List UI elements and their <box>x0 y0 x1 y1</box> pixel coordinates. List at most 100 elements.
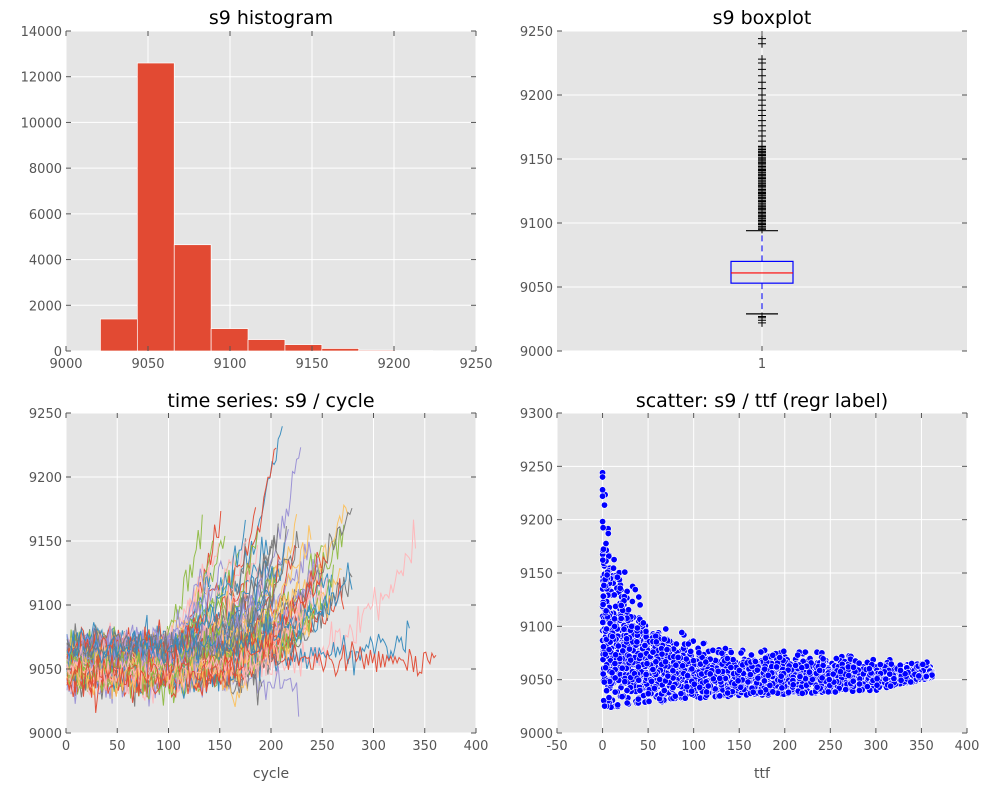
scatter-point <box>611 674 619 682</box>
scatter-point <box>623 699 631 707</box>
scatter-point <box>687 647 695 655</box>
scatter-point <box>599 486 607 494</box>
scatter-point <box>643 660 651 668</box>
scatter-point <box>641 641 649 649</box>
timeseries-axes: 9000 9050 9100 9150 9200 9250 0 50 100 150 200 250 3… <box>29 407 489 754</box>
scatter-point <box>887 682 895 690</box>
scatter-point <box>652 658 660 666</box>
scatter-point <box>703 688 711 696</box>
scatter-point <box>761 665 769 673</box>
scatter-point <box>610 556 618 564</box>
boxplot-flier <box>758 142 766 151</box>
histogram-ytick-label: 6000 <box>29 208 62 223</box>
histogram-title: s9 histogram <box>209 7 333 29</box>
scatter-xlabel: ttf <box>754 766 771 782</box>
scatter-point <box>683 683 691 691</box>
scatter-point <box>664 672 672 680</box>
scatter-point <box>636 601 644 609</box>
scatter-point <box>603 687 611 695</box>
timeseries-title: time series: s9 / cycle <box>167 390 374 412</box>
scatter-xtick-label: 300 <box>863 739 888 754</box>
scatter-point <box>636 686 644 694</box>
histogram-xtick-label: 9000 <box>49 357 82 372</box>
scatter-point <box>778 684 786 692</box>
scatter-point <box>612 602 620 610</box>
scatter-point <box>890 675 898 683</box>
scatter-point <box>621 678 629 686</box>
scatter-point <box>721 644 729 652</box>
boxplot-title: s9 boxplot <box>713 7 812 29</box>
scatter-point <box>819 655 827 663</box>
histogram-ytick-label: 10000 <box>21 116 62 131</box>
scatter-point <box>798 664 806 672</box>
histogram-panel: 0 2000 4000 6000 8000 10000 12000 14000 9000 9050… <box>21 7 493 372</box>
histogram-bar <box>136 62 175 352</box>
scatter-point <box>623 635 631 643</box>
scatter-point <box>610 615 618 623</box>
scatter-point <box>635 676 643 684</box>
scatter-axes: 9000 9050 9100 9150 9200 9250 9300 -50 0 50 100 150… <box>520 407 980 754</box>
scatter-point <box>716 674 724 682</box>
scatter-point <box>777 672 785 680</box>
timeseries-xtick-label: 350 <box>412 739 437 754</box>
scatter-point <box>737 683 745 691</box>
histogram-plot-area <box>66 31 476 351</box>
scatter-points <box>599 469 936 711</box>
scatter-point <box>751 657 759 665</box>
scatter-point <box>754 674 762 682</box>
boxplot-box <box>730 260 794 284</box>
scatter-point <box>696 683 704 691</box>
scatter-point <box>792 661 800 669</box>
scatter-point <box>873 681 881 689</box>
boxplot-ytick-label: 9150 <box>520 153 553 168</box>
scatter-point <box>824 688 832 696</box>
histogram-bar <box>173 244 212 352</box>
scatter-point <box>650 684 658 692</box>
scatter-point <box>907 678 915 686</box>
timeseries-xtick-label: 200 <box>259 739 284 754</box>
boxplot-ytick-label: 9000 <box>520 345 553 360</box>
scatter-point <box>842 685 850 693</box>
scatter-point <box>813 683 821 691</box>
histogram-ytick-label: 2000 <box>29 299 62 314</box>
scatter-point <box>671 692 679 700</box>
scatter-xtick-label: 250 <box>818 739 843 754</box>
histogram-bar <box>321 348 360 352</box>
timeseries-lines <box>66 426 437 717</box>
timeseries-xtick-label: 400 <box>464 739 489 754</box>
timeseries-xtick-label: 250 <box>310 739 335 754</box>
scatter-point <box>908 659 916 667</box>
scatter-xtick-label: 350 <box>909 739 934 754</box>
scatter-point <box>658 650 666 658</box>
scatter-point <box>761 654 769 662</box>
scatter-point <box>714 667 722 675</box>
boxplot-ytick-label: 9200 <box>520 89 553 104</box>
scatter-point <box>602 664 610 672</box>
timeseries-xtick-label: 100 <box>156 739 181 754</box>
scatter-ytick-label: 9200 <box>520 514 553 529</box>
scatter-point <box>684 640 692 648</box>
histogram-xtick-label: 9150 <box>295 357 328 372</box>
scatter-point <box>611 688 619 696</box>
scatter-point <box>716 692 724 700</box>
scatter-point <box>663 646 671 654</box>
scatter-point <box>669 684 677 692</box>
scatter-ytick-label: 9050 <box>520 674 553 689</box>
histogram-ytick-label: 14000 <box>21 25 62 40</box>
scatter-point <box>689 657 697 665</box>
scatter-point <box>613 573 621 581</box>
scatter-point <box>915 672 923 680</box>
scatter-point <box>749 688 757 696</box>
scatter-point <box>661 658 669 666</box>
scatter-point <box>922 672 930 680</box>
scatter-point <box>796 673 804 681</box>
scatter-point <box>623 686 631 694</box>
scatter-point <box>849 677 857 685</box>
scatter-point <box>744 678 752 686</box>
timeseries-ytick-label: 9250 <box>29 407 62 422</box>
timeseries-line <box>66 621 277 697</box>
scatter-point <box>605 694 613 702</box>
scatter-point <box>652 632 660 640</box>
histogram-xtick-label: 9200 <box>377 357 410 372</box>
